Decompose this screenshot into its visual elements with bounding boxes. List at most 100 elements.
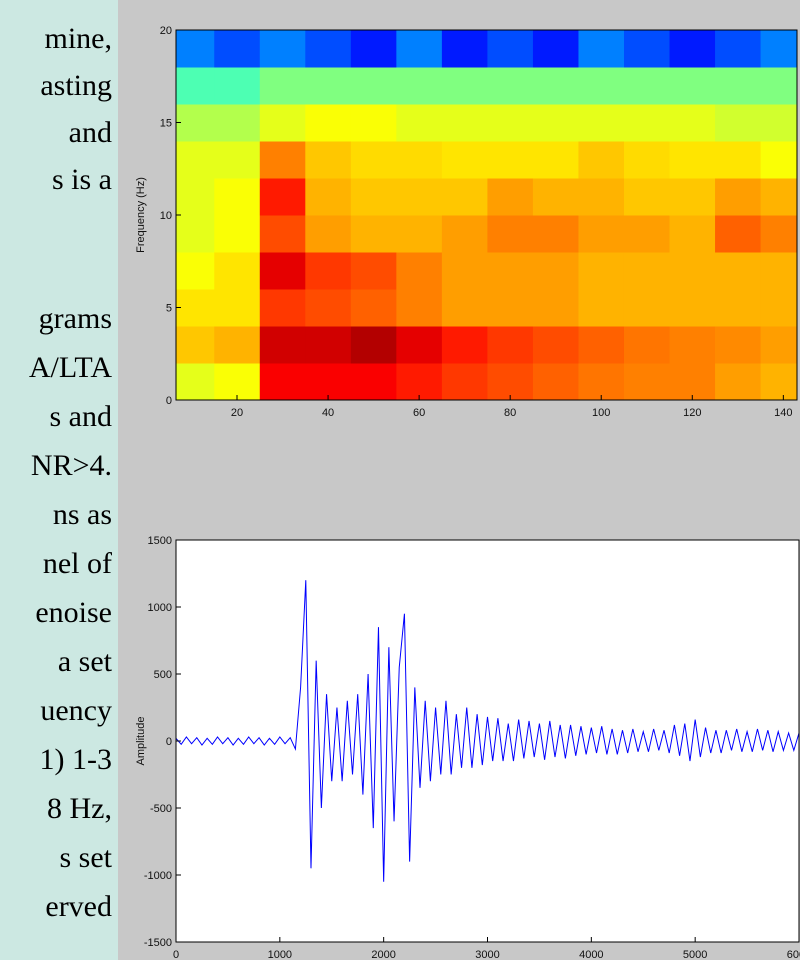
y-tick-label: 1500: [148, 535, 172, 547]
heatmap-cell: [176, 289, 215, 327]
text-line: A/LTA: [29, 351, 112, 384]
heatmap-cell: [350, 326, 397, 364]
heatmap-cell: [259, 363, 306, 400]
heatmap-cell: [760, 252, 797, 290]
heatmap-cell: [214, 104, 261, 142]
heatmap-cell: [669, 104, 716, 142]
heatmap-cell: [350, 178, 397, 216]
heatmap-cell: [259, 215, 306, 253]
chart: 0 1000 2000 3000 4000 5000 6000 -1500 -1000 -500 0…: [135, 535, 800, 960]
text-line: NR>4.: [31, 449, 112, 482]
text-line: s is a: [52, 163, 112, 196]
x-tick-label: 40: [322, 407, 334, 419]
heatmap-cell: [532, 289, 579, 327]
heatmap-cell: [305, 289, 352, 327]
heatmap-cell: [623, 363, 671, 400]
plot-area: [176, 540, 799, 942]
heatmap-cell: [441, 141, 488, 179]
heatmap-cell: [441, 326, 488, 364]
x-tick-label: 6000: [787, 949, 800, 960]
heatmap-cell: [176, 252, 215, 290]
heatmap-cell: [487, 215, 534, 253]
heatmap-cell: [259, 326, 306, 364]
heatmap-cell: [305, 215, 352, 253]
text-line: enoise: [35, 596, 112, 629]
heatmap-cell: [350, 252, 397, 290]
heatmap-cell: [305, 141, 352, 179]
heatmap-cell: [305, 252, 352, 290]
heatmap-cell: [715, 326, 762, 364]
heatmap-cell: [669, 252, 716, 290]
heatmap-cell: [532, 252, 579, 290]
heatmap-cell: [487, 326, 534, 364]
y-tick-label: 10: [160, 210, 172, 222]
y-tick-label: 15: [160, 118, 172, 130]
heatmap-cell: [396, 252, 443, 290]
heatmap-cell: [259, 30, 306, 68]
text-line: grams: [39, 302, 112, 335]
heatmap-cell: [441, 289, 488, 327]
heatmap-cell: [532, 104, 579, 142]
heatmap-cell: [669, 141, 716, 179]
heatmap-cell: [760, 30, 797, 68]
heatmap-cell: [350, 67, 397, 105]
x-tick-label: 20: [231, 407, 243, 419]
heatmap-cell: [623, 104, 671, 142]
heatmap-cell: [578, 363, 625, 400]
heatmap-cell: [623, 178, 671, 216]
heatmap-cell: [623, 289, 671, 327]
heatmap-cell: [532, 141, 579, 179]
heatmap-cell: [350, 30, 397, 68]
heatmap-cell: [305, 67, 352, 105]
heatmap-cell: [760, 289, 797, 327]
heatmap-cell: [715, 215, 762, 253]
heatmap-cell: [214, 215, 261, 253]
heatmap-cell: [715, 178, 762, 216]
heatmap-cell: [396, 326, 443, 364]
heatmap-cell: [715, 289, 762, 327]
heatmap-cell: [214, 30, 261, 68]
heatmap-cell: [259, 178, 306, 216]
heatmap-cell: [669, 178, 716, 216]
heatmap-cell: [669, 363, 716, 400]
heatmap-cell: [715, 363, 762, 400]
text-line: mine,: [45, 22, 113, 55]
heatmap-cell: [669, 289, 716, 327]
text-line: nel of: [43, 547, 112, 580]
text-line: a set: [58, 645, 113, 678]
heatmap-cell: [305, 104, 352, 142]
heatmap-cell: [532, 326, 579, 364]
x-tick-label: 1000: [268, 949, 292, 960]
heatmap-cell: [214, 289, 261, 327]
heatmap-cell: [305, 363, 352, 400]
heatmap-cell: [760, 215, 797, 253]
paragraph: mine, asting and s is a grams A/LTA s and NR>4.…: [29, 22, 113, 923]
heatmap-cell: [214, 178, 261, 216]
heatmap-cell: [441, 30, 488, 68]
heatmap-cell: [578, 326, 625, 364]
x-tick-label: 0: [173, 949, 179, 960]
y-tick-label: 500: [154, 669, 172, 681]
y-tick-label: 0: [166, 395, 172, 407]
heatmap-cell: [214, 67, 261, 105]
heatmap-cell: [623, 141, 671, 179]
heatmap-cell: [259, 67, 306, 105]
heatmap-cell: [350, 141, 397, 179]
heatmap-cell: [623, 326, 671, 364]
heatmap-cell: [396, 141, 443, 179]
x-tick-label: 60: [413, 407, 425, 419]
heatmap-cell: [715, 252, 762, 290]
heatmap-cell: [396, 30, 443, 68]
x-tick-label: 100: [592, 407, 610, 419]
heatmap-cell: [487, 252, 534, 290]
x-tick-label: 5000: [683, 949, 707, 960]
y-tick-label: -500: [150, 803, 172, 815]
heatmap-cell: [441, 178, 488, 216]
heatmap-cell: [176, 326, 215, 364]
x-tick-label: 4000: [579, 949, 603, 960]
y-axis-label: Amplitude: [135, 717, 147, 766]
heatmap-cell: [176, 67, 215, 105]
heatmap-cell: [441, 104, 488, 142]
heatmap-cell: [487, 30, 534, 68]
heatmap-cell: [487, 289, 534, 327]
